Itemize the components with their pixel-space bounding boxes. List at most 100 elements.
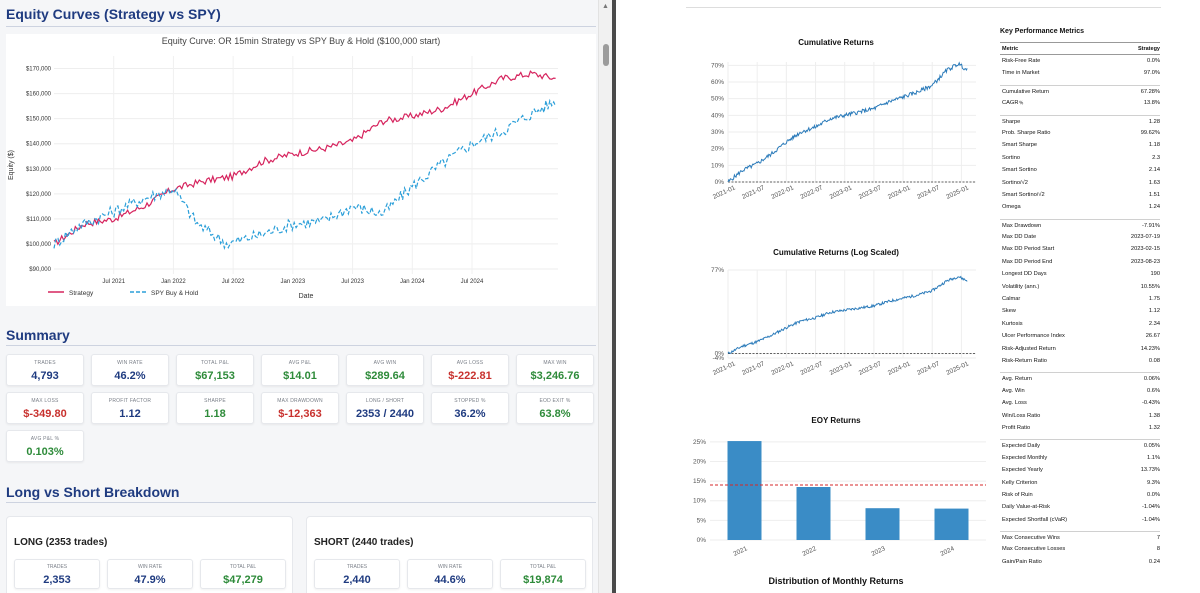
metric-row: Max Drawdown -7.91% (1000, 218, 1160, 231)
stat-card: AVG WIN $289.64 (346, 354, 424, 386)
breakdown-stat-card: TRADES 2,353 (14, 559, 100, 589)
x-tick-label: 2024 (939, 545, 955, 558)
metric-value: 26.67 (1145, 333, 1160, 340)
metric-name: Expected Monthly (1002, 454, 1048, 461)
breakdown-stat-value: 2,440 (343, 574, 371, 586)
equity-x-axis-label: Date (299, 293, 314, 300)
x-tick-label: 2022-01 (770, 184, 795, 201)
y-tick-label: 15% (693, 478, 706, 485)
metric-value: 0.0% (1147, 58, 1160, 64)
report-right-pane: Cumulative Returns 0% 10% 20% 30% 40% 50% 60% 7… (616, 0, 1200, 593)
metric-value: 1.28 (1148, 118, 1160, 125)
metric-row: Expected Shortfall (cVaR) -1.04% (1000, 514, 1160, 526)
eoy-chart-title: EOY Returns (811, 416, 861, 425)
eoy-chart[interactable]: 0% 5% 10% 15% 20% 25% 2021 2022 2023 2024 (676, 428, 996, 568)
breakdown-stat-card: TOTAL P&L $47,279 (200, 559, 286, 589)
short-card-title: SHORT (2440 trades) (314, 537, 414, 548)
monthly-dist-title: Distribution of Monthly Returns (768, 576, 904, 586)
stat-card: AVG LOSS $-222.81 (431, 354, 509, 386)
x-tick-label: 2025-01 (945, 184, 970, 201)
metric-name: Prob. Sharpe Ratio (1002, 129, 1051, 136)
eoy-bar (934, 508, 969, 540)
y-tick-label: 60% (711, 79, 724, 86)
metric-row: Expected Yearly 13.73% (1000, 464, 1160, 476)
equity-y-tick-label: $110,000 (26, 217, 51, 223)
metric-value: 1.24 (1148, 204, 1160, 211)
stat-card: SHARPE 1.18 (176, 392, 254, 424)
metric-value: 10.55% (1140, 283, 1160, 290)
breakdown-stat-value: 2,353 (43, 574, 71, 586)
metric-name: Profit Ratio (1002, 424, 1031, 431)
metric-value: 99.62% (1140, 129, 1160, 136)
equity-x-tick-label: Jul 2023 (341, 279, 364, 285)
scrollbar-thumb[interactable] (603, 44, 609, 66)
x-tick-label: 2025-01 (945, 360, 970, 377)
x-tick-label: 2024-07 (916, 184, 941, 201)
cumret-chart[interactable]: 0%10%20%30%40%50%60%70%2021-01 2021-07 202… (676, 50, 996, 220)
long-short-title: Long vs Short Breakdown (6, 484, 180, 500)
metric-name: Gain/Pain Ratio (1002, 558, 1042, 565)
pane-divider[interactable] (612, 0, 616, 593)
stat-card-label: PROFIT FACTOR (108, 398, 152, 404)
metric-row: Kelly Criterion 9.3% (1000, 477, 1160, 489)
stat-card: MAX LOSS $-349.80 (6, 392, 84, 424)
metric-row: Sortino/√2 1.63 (1000, 177, 1160, 189)
metric-row: Avg. Loss -0.43% (1000, 397, 1160, 409)
metric-row: Profit Ratio 1.32 (1000, 422, 1160, 434)
stat-card: LONG / SHORT 2353 / 2440 (346, 392, 424, 424)
metric-name: CAGR﹪ (1002, 100, 1025, 107)
equity-y-tick-label: $150,000 (26, 117, 52, 123)
stat-card-label: STOPPED % (454, 398, 486, 404)
breakdown-stat-label: TOTAL P&L (229, 564, 257, 570)
scrollbar[interactable] (598, 0, 612, 593)
equity-chart[interactable]: Equity Curve: OR 15min Strategy vs SPY B… (6, 34, 596, 306)
equity-y-axis-label: Equity ($) (8, 150, 15, 180)
breakdown-stat-value: $19,874 (523, 574, 563, 586)
metric-name: Expected Daily (1002, 443, 1040, 450)
metric-value: 14.23% (1140, 345, 1160, 352)
x-tick-label: 2022-07 (799, 184, 824, 201)
equity-x-tick-label: Jul 2022 (222, 279, 245, 285)
eoy-bar (865, 508, 900, 540)
y-tick-label: -4% (712, 355, 724, 362)
metric-row: Win/Loss Ratio 1.38 (1000, 410, 1160, 422)
metric-name: Max Consecutive Wins (1002, 535, 1060, 542)
metric-name: Skew (1002, 308, 1016, 315)
stat-card-value: $-12,363 (278, 408, 322, 420)
breakdown-stat-label: TOTAL P&L (529, 564, 557, 570)
metric-row: Prob. Sharpe Ratio 99.62% (1000, 127, 1160, 139)
stat-card-label: AVG WIN (373, 360, 397, 366)
metric-value: 1.32 (1148, 424, 1160, 431)
breakdown-stat-value: $47,279 (223, 574, 263, 586)
equity-chart-title: Equity Curve: OR 15min Strategy vs SPY B… (162, 36, 440, 46)
metric-name: Max Drawdown (1002, 222, 1042, 229)
stat-card: TRADES 4,793 (6, 354, 84, 386)
stat-card-value: 63.8% (539, 408, 571, 420)
logret-chart[interactable]: -4%0% 77% 2021-01 2021-07 2022-01 2022-07 2023… (676, 258, 996, 393)
metric-name: Avg. Win (1002, 387, 1025, 394)
stat-card-value: 4,793 (31, 370, 59, 382)
metric-value: 2.3 (1152, 154, 1160, 161)
metric-value: 2023-08-23 (1130, 258, 1160, 265)
x-tick-label: 2023-07 (858, 360, 883, 377)
breakdown-stat-value: 44.6% (434, 574, 466, 586)
metric-value: -1.04% (1141, 516, 1160, 523)
metric-row: Sortino 2.3 (1000, 152, 1160, 164)
y-tick-label: 40% (711, 112, 724, 119)
metric-row: Expected Daily 0.05% (1000, 439, 1160, 451)
metric-name: Win/Loss Ratio (1002, 412, 1041, 419)
metric-value: 0.08 (1148, 357, 1160, 364)
stat-card-label: AVG P&L % (30, 436, 60, 442)
metric-name: Kurtosis (1002, 320, 1023, 327)
stat-card: PROFIT FACTOR 1.12 (91, 392, 169, 424)
metric-value: 2023-07-19 (1130, 234, 1160, 241)
metric-value: 0.6% (1147, 387, 1160, 394)
metric-name: Sharpe (1002, 118, 1021, 125)
scroll-up-arrow-icon[interactable]: ▲ (602, 3, 609, 10)
equity-x-tick-label: Jul 2024 (461, 279, 484, 285)
stat-card: AVG P&L $14.01 (261, 354, 339, 386)
breakdown-stat-label: WIN RATE (437, 564, 463, 570)
metric-value: 1.1% (1147, 454, 1160, 461)
metric-row: Kurtosis 2.34 (1000, 318, 1160, 330)
metric-row: CAGR﹪ 13.8% (1000, 97, 1160, 109)
